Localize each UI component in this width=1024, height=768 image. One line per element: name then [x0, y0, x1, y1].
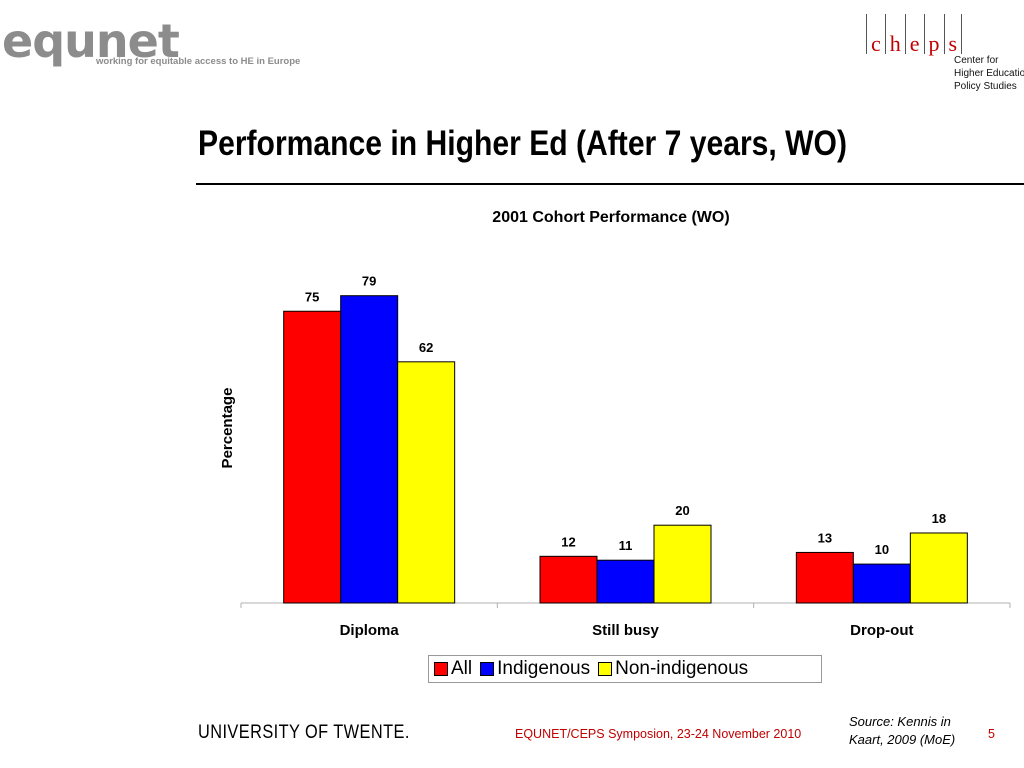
- x-tick-label: Still busy: [592, 622, 659, 639]
- cheps-letter: s: [943, 14, 963, 56]
- chart-legend: All Indigenous Non-indigenous: [428, 655, 822, 683]
- plot-area: 75 79 62 Diploma 12 11 20 Still busy 13 10 18 Drop-…: [240, 274, 1011, 639]
- university-logo-text: UNIVERSITY OF TWENTE.: [198, 722, 410, 743]
- bar: [653, 524, 712, 604]
- data-label: 12: [561, 534, 575, 549]
- cheps-logo: c h e p s Center for Higher Education Po…: [860, 8, 1024, 98]
- cheps-letter: e: [904, 14, 924, 56]
- data-label: 18: [932, 511, 946, 526]
- legend-label: Non-indigenous: [615, 658, 749, 679]
- bar: [397, 361, 456, 604]
- legend-swatch-indigenous: [480, 662, 495, 676]
- legend-label: Indigenous: [497, 658, 591, 679]
- legend-swatch-all: [434, 662, 448, 676]
- chart-title: 2001 Cohort Performance (WO): [492, 209, 729, 226]
- source-note: Source: Kennis in Kaart, 2009 (MoE): [849, 713, 989, 749]
- cheps-logo-word: c h e p s: [866, 8, 963, 56]
- page-number: 5: [988, 727, 995, 741]
- cheps-letter: p: [923, 14, 944, 56]
- bar: [596, 559, 655, 604]
- title-divider: [196, 183, 1024, 185]
- cheps-description: Center for Higher Education Policy Studi…: [954, 54, 1024, 93]
- bar: [283, 310, 342, 604]
- legend-label: All: [451, 658, 473, 679]
- bar: [539, 555, 598, 604]
- bar: [795, 551, 854, 604]
- bar: [340, 295, 399, 604]
- data-label: 62: [419, 340, 433, 355]
- cheps-desc-line: Center for: [954, 55, 999, 66]
- legend-item-indigenous: Indigenous: [480, 658, 590, 680]
- equnet-logo-tagline: working for equitable access to HE in Eu…: [96, 56, 301, 67]
- legend-item-non-indigenous: Non-indigenous: [598, 658, 748, 680]
- legend-swatch-non-indigenous: [598, 662, 613, 676]
- y-axis-label: Percentage: [219, 388, 236, 469]
- data-label: 13: [818, 530, 832, 545]
- cheps-letter: c: [866, 14, 885, 56]
- data-label: 11: [619, 538, 633, 553]
- cheps-desc-line: Higher Education: [954, 68, 1024, 79]
- equnet-logo: equnet working for equitable access to H…: [0, 14, 300, 70]
- equnet-logo-text: equnet: [2, 14, 180, 68]
- legend-item-all: All: [434, 658, 472, 680]
- x-tick-label: Drop-out: [850, 622, 913, 639]
- data-label: 75: [305, 289, 319, 304]
- event-caption: EQUNET/CEPS Symposion, 23-24 November 20…: [515, 727, 802, 741]
- bar: [909, 532, 968, 604]
- source-line: Kaart, 2009 (MoE): [849, 732, 956, 747]
- cheps-desc-line: Policy Studies: [954, 81, 1017, 92]
- data-label: 10: [875, 542, 889, 557]
- x-tick-label: Diploma: [340, 622, 400, 639]
- slide-title: Performance in Higher Ed (After 7 years,…: [198, 124, 847, 163]
- cheps-letter: h: [884, 14, 905, 56]
- data-label: 20: [675, 503, 689, 518]
- bar: [852, 563, 911, 604]
- source-line: Source: Kennis in: [849, 714, 951, 729]
- data-label: 79: [362, 274, 376, 289]
